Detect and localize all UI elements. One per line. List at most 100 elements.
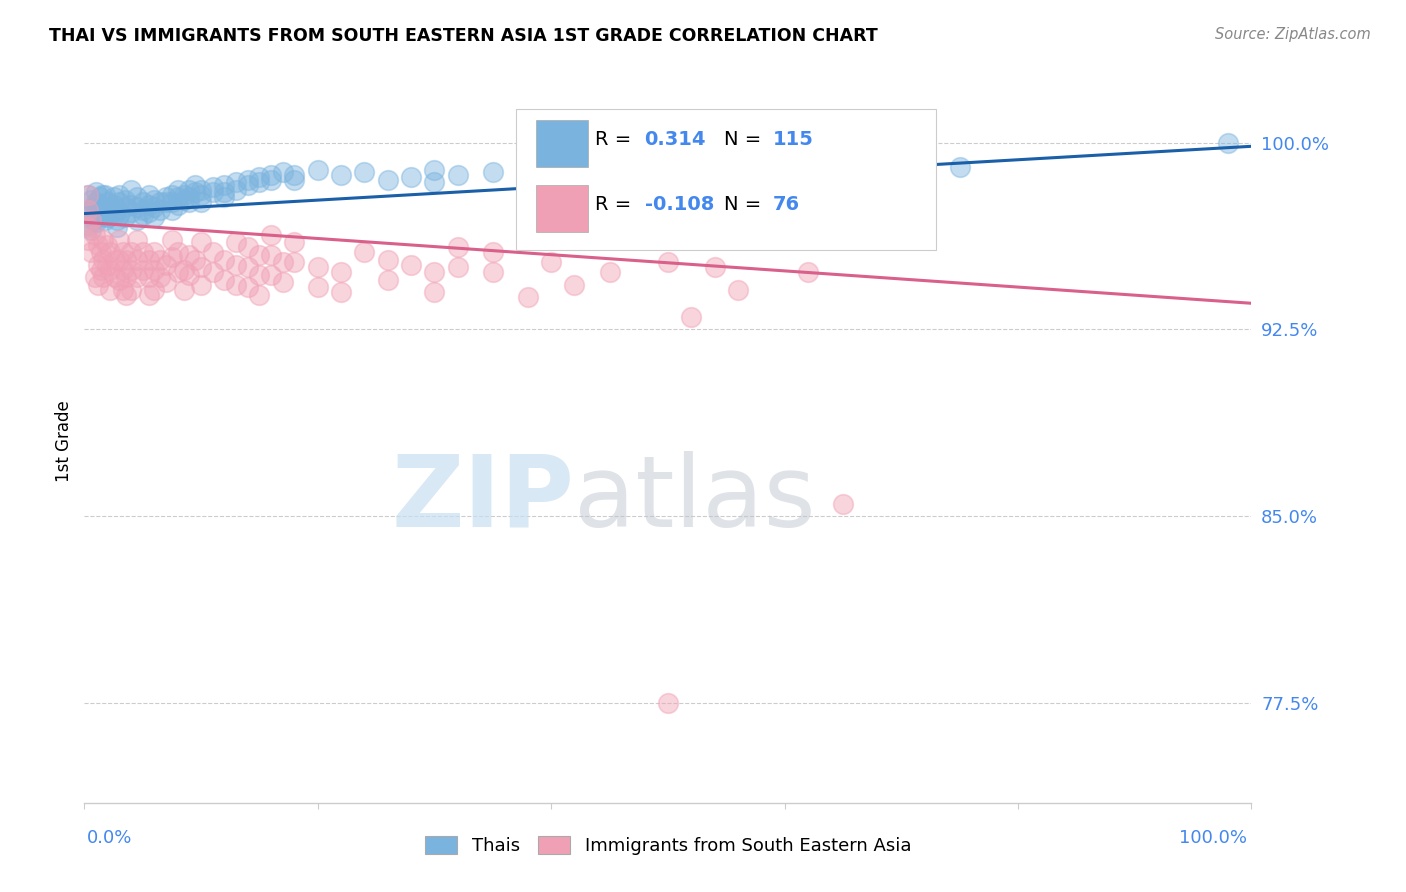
- Point: [260, 227, 283, 242]
- Point: [91, 252, 114, 267]
- Point: [225, 176, 247, 190]
- Point: [283, 168, 305, 182]
- Point: [190, 195, 212, 210]
- Point: [80, 208, 103, 222]
- Point: [184, 178, 207, 192]
- Point: [143, 245, 166, 260]
- Point: [307, 260, 329, 274]
- Point: [87, 277, 110, 292]
- Text: N =: N =: [724, 130, 768, 149]
- Point: [271, 275, 294, 289]
- Point: [307, 280, 329, 294]
- Point: [120, 198, 142, 212]
- Y-axis label: 1st Grade: 1st Grade: [55, 401, 73, 483]
- Point: [76, 202, 98, 217]
- Point: [236, 260, 259, 274]
- Point: [283, 173, 305, 187]
- Point: [84, 215, 107, 229]
- Point: [353, 165, 375, 179]
- Point: [225, 277, 247, 292]
- Point: [173, 262, 195, 277]
- Point: [97, 195, 120, 210]
- Point: [260, 268, 283, 282]
- Point: [125, 233, 148, 247]
- Point: [173, 193, 195, 207]
- Point: [96, 237, 118, 252]
- Text: R =: R =: [596, 130, 638, 149]
- Point: [166, 183, 188, 197]
- Point: [236, 240, 259, 254]
- Point: [104, 270, 127, 285]
- Point: [179, 248, 201, 262]
- Point: [132, 202, 155, 217]
- Point: [214, 252, 236, 267]
- Point: [184, 186, 207, 200]
- Text: 76: 76: [773, 195, 800, 214]
- Point: [155, 275, 177, 289]
- Point: [716, 211, 738, 225]
- Point: [179, 183, 201, 197]
- Point: [423, 265, 446, 279]
- Point: [132, 245, 155, 260]
- Point: [190, 235, 212, 250]
- Point: [184, 252, 207, 267]
- Point: [132, 262, 155, 277]
- Point: [90, 245, 112, 260]
- Point: [132, 195, 155, 210]
- Point: [540, 165, 562, 179]
- Point: [108, 252, 131, 267]
- Point: [447, 240, 470, 254]
- Point: [114, 211, 136, 225]
- Point: [115, 287, 138, 301]
- Point: [84, 205, 107, 219]
- Text: N =: N =: [724, 195, 768, 214]
- Point: [330, 285, 353, 299]
- Text: R =: R =: [596, 195, 638, 214]
- Legend: Thais, Immigrants from South Eastern Asia: Thais, Immigrants from South Eastern Asi…: [418, 829, 918, 863]
- Point: [1216, 136, 1239, 150]
- Point: [236, 280, 259, 294]
- Point: [190, 183, 212, 197]
- Point: [143, 262, 166, 277]
- Point: [283, 235, 305, 250]
- Point: [120, 245, 142, 260]
- Point: [155, 258, 177, 272]
- Point: [160, 202, 183, 217]
- Point: [179, 195, 201, 210]
- Point: [143, 193, 166, 207]
- Point: [749, 165, 772, 179]
- Point: [190, 260, 212, 274]
- Point: [481, 265, 505, 279]
- Point: [108, 208, 131, 222]
- Point: [143, 200, 166, 214]
- Point: [125, 252, 148, 267]
- Point: [249, 176, 271, 190]
- Point: [149, 270, 172, 285]
- Point: [423, 176, 446, 190]
- Point: [866, 187, 889, 202]
- Point: [96, 258, 118, 272]
- Point: [105, 202, 128, 217]
- Point: [87, 258, 110, 272]
- Point: [94, 212, 117, 227]
- Point: [516, 163, 538, 178]
- Point: [225, 258, 247, 272]
- Point: [143, 211, 166, 225]
- Point: [225, 235, 247, 250]
- Point: [114, 200, 136, 214]
- Point: [399, 258, 422, 272]
- Point: [108, 187, 131, 202]
- FancyBboxPatch shape: [536, 120, 589, 167]
- Point: [214, 272, 236, 286]
- Point: [377, 272, 399, 286]
- Point: [160, 187, 183, 202]
- Point: [377, 173, 399, 187]
- Point: [564, 161, 586, 175]
- Point: [98, 283, 121, 297]
- Point: [236, 173, 259, 187]
- Point: [260, 168, 283, 182]
- Point: [832, 497, 855, 511]
- Point: [80, 223, 103, 237]
- Point: [76, 187, 98, 202]
- Point: [160, 195, 183, 210]
